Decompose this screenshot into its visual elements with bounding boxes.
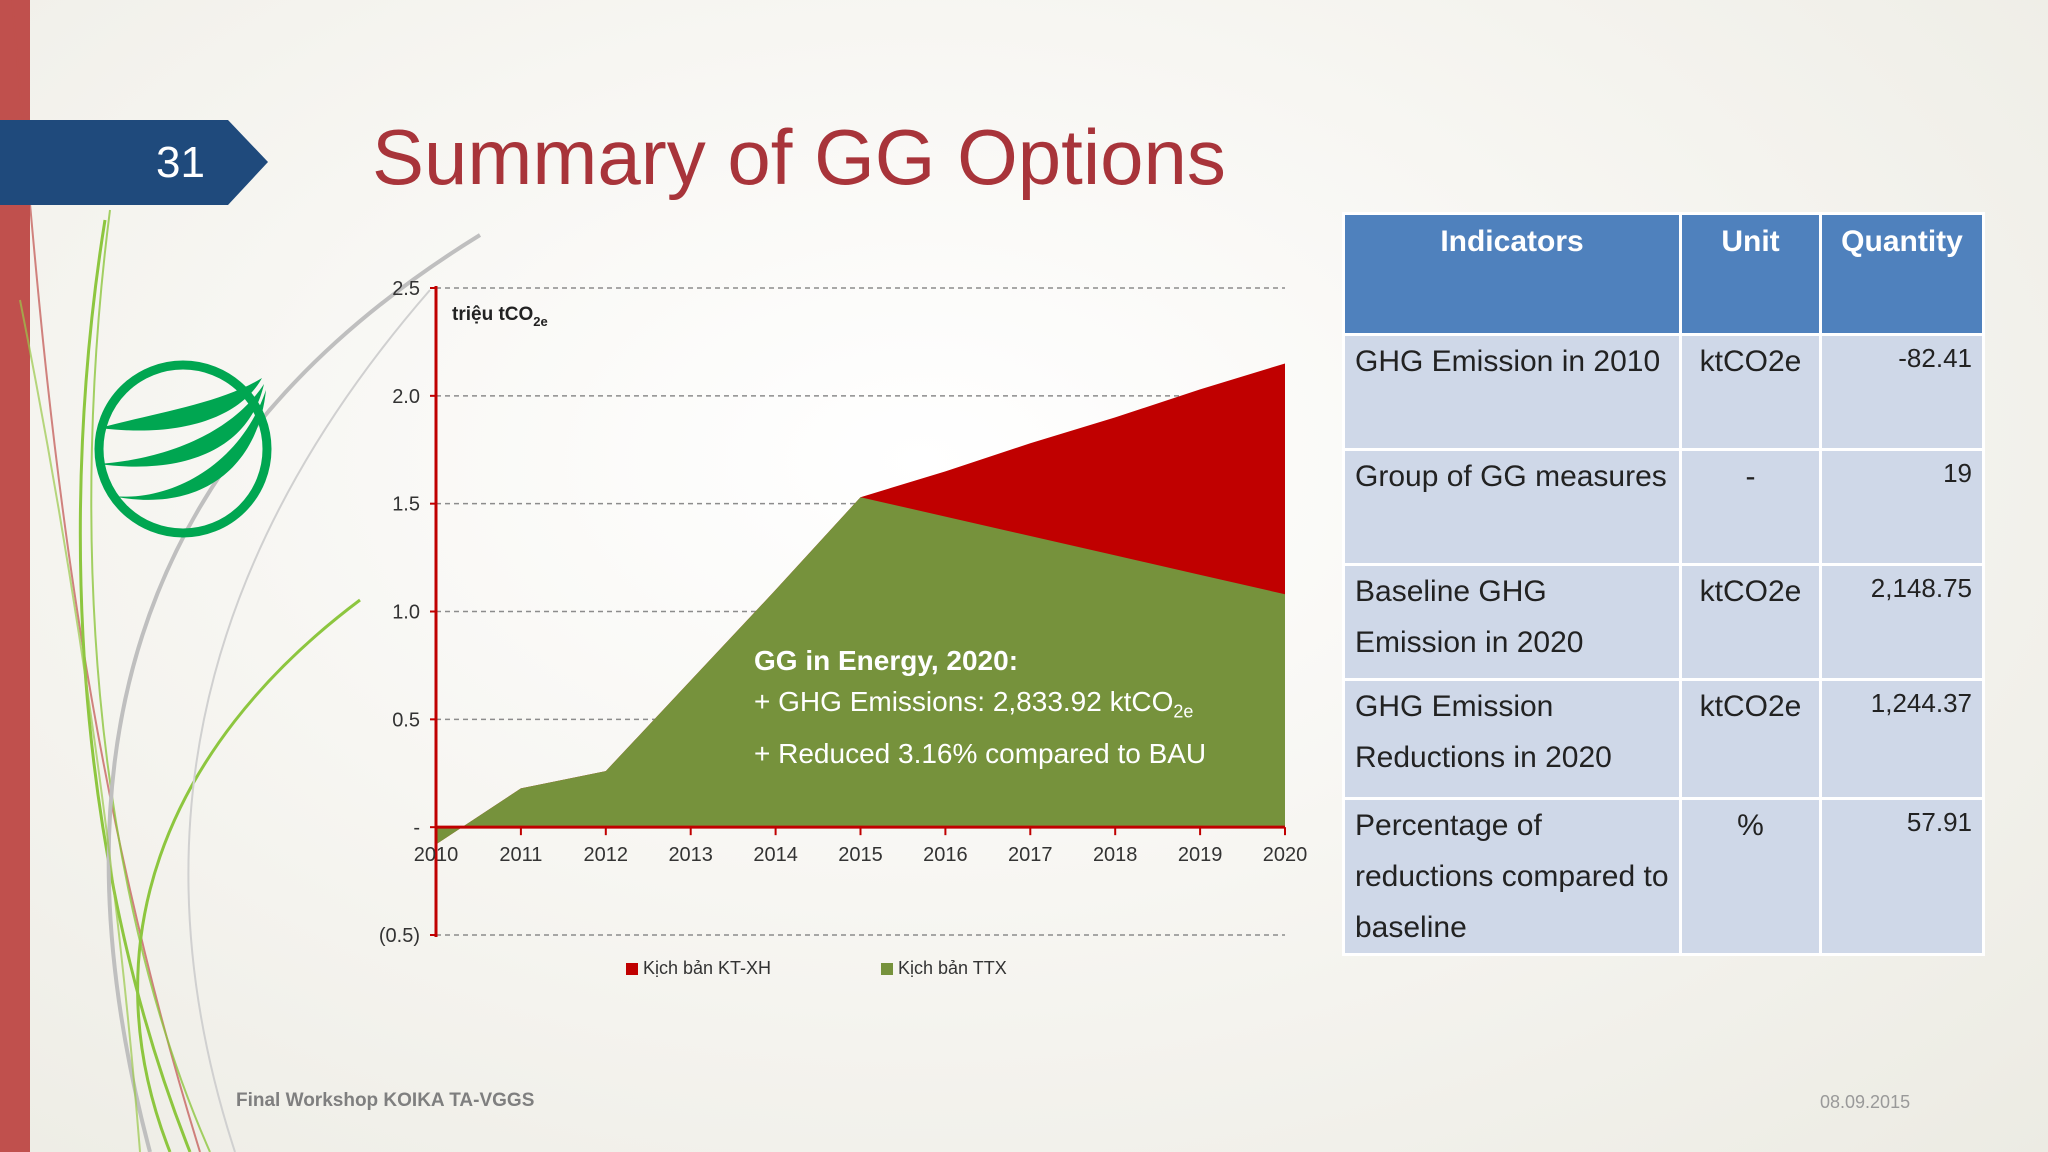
quantity-cell: 57.91	[1819, 797, 1985, 956]
unit-cell: -	[1679, 448, 1822, 566]
quantity-cell: 2,148.75	[1819, 563, 1985, 681]
indicator-cell: Group of GG measures	[1342, 448, 1682, 566]
annotation-title: GG in Energy, 2020:	[754, 645, 1019, 676]
x-tick-label: 2015	[838, 844, 883, 866]
legend-item-kt-xh: Kịch bản KT-XH	[626, 958, 771, 979]
quantity-cell: -82.41	[1819, 333, 1985, 451]
header-unit: Unit	[1679, 212, 1822, 336]
footer-workshop: Final Workshop KOIKA TA-VGGS	[236, 1090, 535, 1111]
globe-logo-icon	[94, 360, 272, 538]
annotation-line-reduction: + Reduced 3.16% compared to BAU	[754, 737, 1207, 769]
slide-title: Summary of GG Options	[372, 113, 1226, 201]
unit-cell: ktCO2e	[1679, 563, 1822, 681]
x-tick-label: 2010	[414, 844, 459, 866]
series-area-ttx	[436, 497, 1285, 845]
x-tick-label: 2019	[1178, 844, 1223, 866]
table-row: Group of GG measures - 19	[1342, 448, 1985, 566]
footer-date: 08.09.2015	[1820, 1092, 1911, 1112]
x-tick-label: 2020	[1263, 844, 1308, 866]
y-tick-label: 0.5	[392, 709, 420, 731]
table-row: GHG Emission Reductions in 2020 ktCO2e 1…	[1342, 678, 1985, 800]
slide-number-tab: 31	[0, 120, 268, 205]
x-tick-label: 2017	[1008, 844, 1053, 866]
table-row: GHG Emission in 2010 ktCO2e -82.41	[1342, 333, 1985, 451]
x-tick-label: 2018	[1093, 844, 1138, 866]
y-tick-label: (0.5)	[379, 925, 420, 947]
quantity-cell: 19	[1819, 448, 1985, 566]
table-header-row: Indicators Unit Quantity	[1342, 212, 1985, 336]
indicator-cell: Percentage of reductions compared to bas…	[1342, 797, 1682, 956]
x-tick-label: 2016	[923, 844, 968, 866]
indicator-cell: GHG Emission Reductions in 2020	[1342, 678, 1682, 800]
y-tick-label: 2.5	[392, 278, 420, 300]
table-row: Baseline GHG Emission in 2020 ktCO2e 2,1…	[1342, 563, 1985, 681]
x-tick-label: 2011	[499, 844, 542, 866]
quantity-cell: 1,244.37	[1819, 678, 1985, 800]
slide-number: 31	[156, 138, 205, 187]
table-row: Percentage of reductions compared to bas…	[1342, 797, 1985, 956]
annotation-line-emissions: + GHG Emissions: 2,833.92 ktCO2e	[754, 686, 1194, 722]
y-axis-label: triệu tCO2e	[452, 304, 548, 329]
legend-swatch-green	[881, 962, 893, 975]
indicator-cell: GHG Emission in 2010	[1342, 333, 1682, 451]
legend-label: Kịch bản TTX	[898, 958, 1007, 978]
y-tick-label: 1.0	[392, 602, 420, 624]
unit-cell: ktCO2e	[1679, 333, 1822, 451]
y-tick-label: -	[413, 817, 420, 839]
x-tick-label: 2012	[584, 844, 629, 866]
indicators-table: Indicators Unit Quantity GHG Emission in…	[1342, 212, 1985, 956]
legend-swatch-red	[626, 962, 638, 975]
indicator-cell: Baseline GHG Emission in 2020	[1342, 563, 1682, 681]
y-tick-label: 2.0	[392, 386, 420, 408]
unit-cell: %	[1679, 797, 1822, 956]
x-tick-label: 2013	[668, 844, 713, 866]
legend-item-ttx: Kịch bản TTX	[881, 958, 1007, 979]
y-tick-label: 1.5	[392, 494, 420, 516]
unit-cell: ktCO2e	[1679, 678, 1822, 800]
header-quantity: Quantity	[1819, 212, 1985, 336]
emissions-area-chart: 2.5 2.0 1.5 1.0 0.5 - (0.5) 2010 2011 2012 2013 201…	[379, 278, 1308, 947]
energy-annotation: GG in Energy, 2020: + GHG Emissions: 2,8…	[754, 640, 1206, 774]
legend-label: Kịch bản KT-XH	[643, 958, 772, 978]
x-tick-label: 2014	[753, 844, 798, 866]
header-indicators: Indicators	[1342, 212, 1682, 336]
